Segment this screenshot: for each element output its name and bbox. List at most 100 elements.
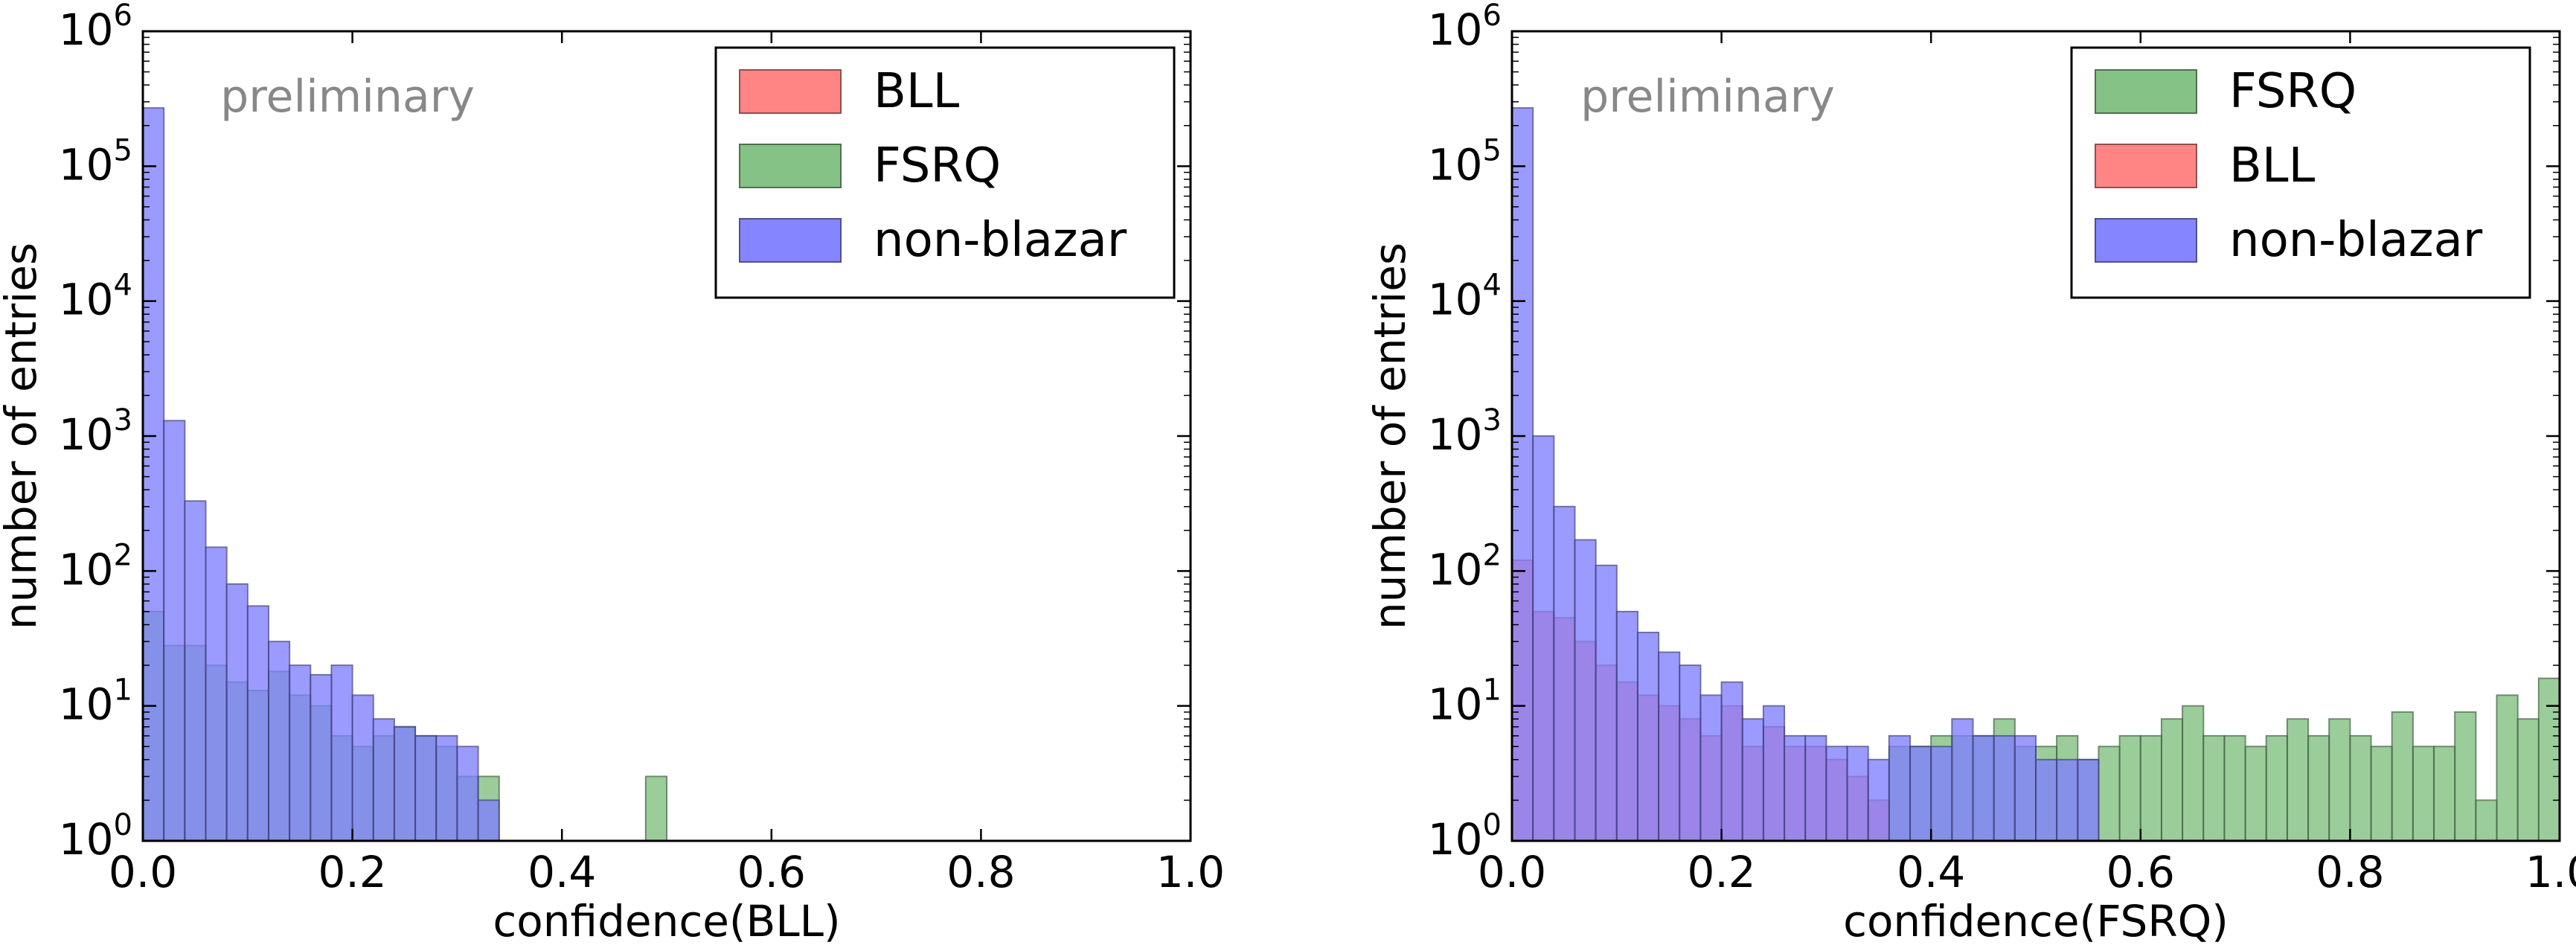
histogram-bar	[644, 775, 668, 842]
x-tick-label: 0.6	[737, 847, 806, 897]
legend: FSRQ BLL non-blazar	[2070, 46, 2531, 299]
y-tick-label: 104	[1428, 269, 1502, 325]
histogram-bar	[289, 664, 312, 842]
histogram-bar	[2454, 711, 2477, 842]
histogram-bar	[2098, 746, 2121, 842]
legend-label: BLL	[2229, 138, 2316, 193]
y-axis-label: number of entries	[0, 243, 46, 630]
y-tick-label: 104	[59, 269, 132, 325]
chart-panel-2: 0.0 0.2 0.4 0.6 0.8 1.0 100 101 102 103 104 105 106 c…	[1365, 0, 2576, 947]
y-tick-label: 105	[1428, 133, 1502, 190]
histogram-bar	[2307, 734, 2330, 842]
chart-panel-1: 0.0 0.2 0.4 0.6 0.8 1.0 100 101 102 103 104 105 106 c…	[0, 0, 1225, 947]
histogram-bar	[2139, 734, 2162, 842]
histogram-bar	[2391, 711, 2414, 842]
y-tick-label: 100	[59, 808, 132, 865]
x-tick-label: 0.4	[1897, 847, 1965, 897]
y-tick-label: 101	[1428, 673, 1502, 730]
histogram-bar	[1888, 734, 1912, 842]
histogram-bar	[1532, 435, 1555, 842]
histogram-bar	[2265, 734, 2288, 842]
histogram-bar	[1636, 632, 1660, 842]
histogram-bar	[184, 500, 207, 842]
histogram-bar	[1720, 681, 1743, 842]
y-tick-label: 102	[59, 538, 132, 595]
histogram-bar	[225, 583, 249, 842]
histogram-bar	[435, 734, 458, 842]
legend-swatch	[2095, 218, 2197, 263]
legend-label: FSRQ	[2229, 64, 2356, 119]
histogram-bar	[2202, 734, 2226, 842]
histogram-bar	[372, 718, 395, 842]
y-tick-label: 102	[1428, 538, 1502, 595]
y-tick-label: 100	[1428, 808, 1502, 865]
histogram-bar	[163, 420, 186, 842]
histogram-bar	[142, 107, 165, 842]
legend: BLL FSRQ non-blazar	[714, 46, 1176, 299]
x-tick-label: 0.8	[2316, 847, 2384, 897]
legend-swatch	[739, 144, 842, 188]
histogram-bar	[2035, 758, 2058, 842]
histogram-bar	[477, 799, 500, 842]
histogram-bar	[2118, 734, 2141, 842]
histogram-bar	[2496, 694, 2519, 842]
histogram-bar	[2433, 746, 2456, 842]
y-tick-label: 101	[59, 673, 132, 730]
histogram-bar	[2412, 746, 2435, 842]
legend-label: BLL	[874, 64, 960, 119]
legend-swatch	[2095, 69, 2197, 114]
histogram-bar	[2056, 758, 2079, 842]
series-non-blazar	[142, 107, 500, 842]
legend-swatch	[739, 218, 842, 263]
histogram-bar	[1553, 505, 1576, 842]
legend-label: FSRQ	[874, 138, 1001, 193]
y-tick-label: 106	[59, 0, 132, 55]
x-axis-label: confidence(BLL)	[493, 896, 840, 944]
histogram-bar	[246, 605, 269, 842]
legend-swatch	[2095, 144, 2197, 188]
x-tick-label: 1.0	[1156, 847, 1225, 897]
histogram-bar	[1867, 758, 1890, 842]
histogram-bar	[393, 726, 417, 842]
histogram-bar	[2182, 705, 2205, 842]
y-axis-label: number of entries	[1365, 243, 1415, 630]
legend-swatch	[739, 69, 842, 114]
histogram-bar	[1972, 734, 1995, 842]
histogram-bar	[1825, 746, 1848, 842]
preliminary-annotation: preliminary	[220, 71, 475, 123]
histogram-bar	[1951, 718, 1974, 842]
histogram-bar	[267, 641, 291, 842]
histogram-bar	[351, 694, 374, 842]
histogram-bar	[1804, 734, 1827, 842]
x-tick-label: 0.4	[528, 847, 596, 897]
histogram-bar	[2286, 718, 2310, 842]
legend-label: non-blazar	[874, 213, 1127, 268]
x-tick-label: 0.0	[1478, 847, 1546, 897]
y-tick-label: 103	[59, 403, 132, 460]
histogram-bar	[414, 734, 438, 842]
histogram-bar	[1930, 746, 1953, 842]
x-axis-label: confidence(FSRQ)	[1843, 896, 2229, 944]
histogram-bar	[2475, 799, 2498, 842]
legend-label: non-blazar	[2229, 213, 2483, 268]
x-tick-label: 0.2	[318, 847, 386, 897]
histogram-bar	[2516, 718, 2540, 842]
x-tick-label: 0.2	[1687, 847, 1755, 897]
y-tick-label: 103	[1428, 403, 1502, 460]
histogram-bar	[1615, 610, 1638, 842]
histogram-bar	[1699, 694, 1723, 842]
x-tick-label: 0.0	[109, 847, 177, 897]
x-tick-label: 0.8	[946, 847, 1015, 897]
y-tick-label: 105	[59, 133, 132, 190]
x-tick-label: 0.6	[2106, 847, 2175, 897]
histogram-bar	[1595, 564, 1618, 842]
preliminary-annotation: preliminary	[1580, 71, 1835, 123]
histogram-bar	[1909, 746, 1932, 842]
histogram-bar	[310, 673, 333, 842]
series-non-blazar	[1511, 107, 2100, 842]
histogram-bar	[2077, 758, 2100, 842]
histogram-bar	[456, 746, 479, 842]
histogram-bar	[330, 664, 353, 842]
